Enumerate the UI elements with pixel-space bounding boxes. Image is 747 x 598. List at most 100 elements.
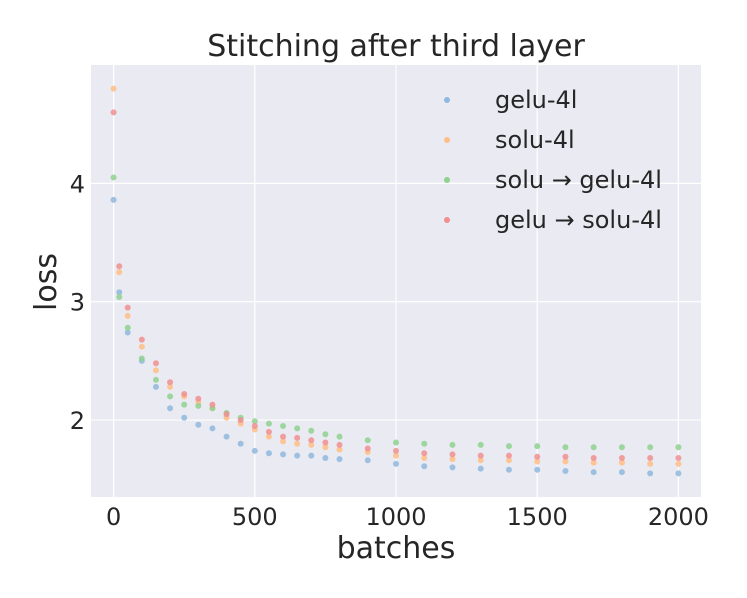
data-point bbox=[308, 427, 315, 434]
data-point bbox=[280, 438, 287, 445]
data-point bbox=[647, 460, 654, 467]
data-point bbox=[181, 391, 188, 398]
data-point bbox=[336, 446, 343, 453]
legend-label: solu-4l bbox=[495, 126, 575, 154]
data-point bbox=[124, 304, 131, 311]
x-tick-label: 1000 bbox=[365, 503, 426, 531]
data-point bbox=[138, 343, 145, 350]
legend-label: gelu-4l bbox=[495, 86, 577, 114]
legend: gelu-4l solu-4l solu → gelu-4l gelu → solu-… bbox=[444, 86, 662, 234]
data-point bbox=[209, 425, 216, 432]
data-point bbox=[590, 469, 597, 476]
data-point bbox=[294, 434, 301, 441]
legend-label: solu → gelu-4l bbox=[495, 166, 662, 194]
data-point bbox=[110, 174, 117, 181]
data-point bbox=[167, 379, 174, 386]
data-point bbox=[152, 383, 159, 390]
data-point bbox=[138, 355, 145, 362]
data-point bbox=[322, 439, 329, 446]
data-point bbox=[647, 444, 654, 451]
data-point bbox=[562, 453, 569, 460]
legend-label: gelu → solu-4l bbox=[495, 206, 662, 234]
data-point bbox=[167, 405, 174, 412]
data-point bbox=[449, 451, 456, 458]
data-point bbox=[364, 437, 371, 444]
data-point bbox=[590, 444, 597, 451]
data-point bbox=[294, 452, 301, 459]
data-point bbox=[195, 421, 202, 428]
data-point bbox=[308, 452, 315, 459]
data-point bbox=[562, 458, 569, 465]
data-point bbox=[477, 441, 484, 448]
data-point bbox=[294, 440, 301, 447]
data-point bbox=[195, 402, 202, 409]
y-tick-label: 2 bbox=[70, 407, 85, 435]
grid-lines bbox=[91, 65, 701, 497]
data-point bbox=[110, 196, 117, 203]
data-point bbox=[110, 109, 117, 116]
legend-marker bbox=[444, 137, 450, 143]
data-point bbox=[152, 360, 159, 367]
data-point bbox=[421, 440, 428, 447]
data-point bbox=[265, 420, 272, 427]
data-point bbox=[167, 383, 174, 390]
data-point bbox=[675, 470, 682, 477]
data-point bbox=[265, 428, 272, 435]
data-point bbox=[562, 444, 569, 451]
data-point bbox=[110, 85, 117, 92]
data-point bbox=[534, 458, 541, 465]
series-solu-gelu-4l bbox=[110, 174, 682, 451]
data-point bbox=[590, 454, 597, 461]
data-point bbox=[449, 456, 456, 463]
data-point bbox=[618, 444, 625, 451]
series-gelu-solu-4l bbox=[110, 109, 682, 461]
data-point bbox=[393, 452, 399, 459]
data-point bbox=[181, 401, 188, 408]
data-point bbox=[116, 263, 123, 270]
data-point bbox=[618, 459, 625, 466]
data-point bbox=[421, 450, 428, 457]
data-point bbox=[167, 393, 174, 400]
data-point bbox=[364, 457, 371, 464]
data-point bbox=[421, 463, 428, 470]
legend-marker bbox=[444, 217, 450, 223]
chart-title: Stitching after third layer bbox=[207, 29, 585, 64]
data-point bbox=[449, 464, 456, 471]
x-axis-label: batches bbox=[337, 531, 456, 566]
data-point bbox=[251, 418, 258, 425]
data-point bbox=[152, 376, 159, 383]
x-tick-label: 500 bbox=[232, 503, 278, 531]
data-point bbox=[251, 422, 258, 429]
data-point bbox=[152, 367, 159, 374]
y-tick-label: 4 bbox=[70, 170, 85, 198]
x-tick-label: 0 bbox=[106, 503, 121, 531]
x-tick-label: 2000 bbox=[648, 503, 709, 531]
data-point bbox=[590, 459, 597, 466]
data-point bbox=[322, 454, 329, 461]
data-point bbox=[251, 447, 258, 454]
data-point bbox=[181, 414, 188, 421]
data-point bbox=[393, 447, 399, 454]
data-point bbox=[280, 433, 287, 440]
data-point bbox=[505, 457, 512, 464]
data-point bbox=[237, 417, 244, 424]
y-axis-label: loss bbox=[29, 253, 64, 311]
x-tick-label: 1500 bbox=[507, 503, 568, 531]
data-point bbox=[322, 431, 329, 438]
data-point bbox=[265, 433, 272, 440]
data-point bbox=[116, 269, 123, 276]
data-point bbox=[195, 395, 202, 402]
data-point bbox=[364, 445, 371, 452]
x-tick-labels: 0 500 1000 1500 2000 bbox=[106, 503, 709, 531]
data-point bbox=[209, 401, 216, 408]
data-point bbox=[308, 437, 315, 444]
data-point bbox=[618, 469, 625, 476]
data-point bbox=[421, 454, 428, 461]
data-point bbox=[223, 433, 230, 440]
data-point bbox=[675, 454, 682, 461]
data-point bbox=[505, 452, 512, 459]
data-point bbox=[223, 411, 230, 418]
data-point bbox=[124, 312, 131, 319]
data-point bbox=[116, 293, 123, 300]
